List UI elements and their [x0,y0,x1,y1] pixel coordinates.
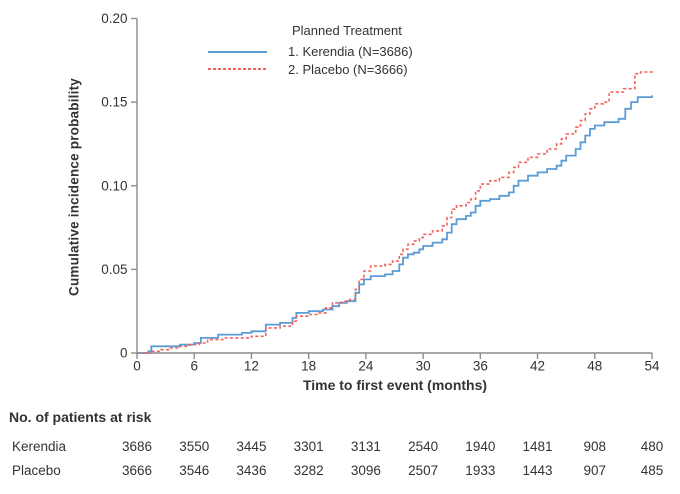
risk-count: 485 [640,463,664,478]
x-tick-label: 48 [587,359,602,374]
x-tick-label: 0 [133,359,141,374]
x-axis-title: Time to first event (months) [302,377,488,393]
y-tick-label: 0.20 [101,11,127,26]
risk-count: 3282 [293,463,324,478]
x-tick-label: 6 [190,359,198,374]
legend-label-kerendia: 1. Kerendia (N=3686) [288,44,413,60]
y-tick-label: 0.05 [101,262,127,277]
risk-row-label-placebo: Placebo [12,463,61,478]
legend: Planned Treatment 1. Kerendia (N=3686) 2… [208,23,413,78]
risk-count: 907 [583,463,607,478]
legend-item-kerendia: 1. Kerendia (N=3686) [208,43,413,61]
risk-count: 908 [583,439,607,454]
kerendia-curve [137,95,653,354]
risk-table-header: No. of patients at risk [9,409,152,425]
risk-count: 3686 [121,439,153,454]
risk-count: 3666 [121,463,153,478]
x-tick-label: 12 [244,359,259,374]
risk-count: 1443 [522,463,553,478]
risk-count: 1481 [522,439,553,454]
x-tick-label: 54 [644,359,660,374]
y-tick-label: 0 [120,346,128,361]
x-tick-label: 18 [301,359,316,374]
risk-count: 3550 [179,439,210,454]
risk-count: 3096 [350,463,381,478]
x-tick-label: 42 [530,359,545,374]
risk-count: 2540 [408,439,439,454]
x-tick-label: 24 [358,359,374,374]
risk-count: 3436 [236,463,267,478]
placebo-line-swatch [208,68,267,71]
y-tick-label: 0.15 [101,95,127,110]
legend-label-placebo: 2. Placebo (N=3666) [288,61,408,77]
kerendia-line-swatch [208,50,267,53]
x-tick-label: 36 [473,359,488,374]
risk-row-label-kerendia: Kerendia [12,439,67,454]
risk-count: 3445 [236,439,267,454]
placebo-curve [137,70,653,354]
risk-count: 3131 [350,439,381,454]
risk-count: 3301 [293,439,324,454]
risk-count: 1940 [465,439,496,454]
risk-count: 480 [640,439,664,454]
y-tick-label: 0.10 [101,178,127,193]
legend-item-placebo: 2. Placebo (N=3666) [208,61,413,79]
legend-title: Planned Treatment [292,23,402,38]
y-axis-title: Cumulative incidence probability [66,78,82,296]
x-tick-label: 30 [416,359,431,374]
risk-count: 2507 [408,463,439,478]
cumulative-incidence-chart: 0 6 12 18 24 30 36 42 48 54 0 0.05 0.10 0.15 0.20 [101,11,660,374]
risk-count: 1933 [465,463,496,478]
risk-count: 3546 [179,463,210,478]
